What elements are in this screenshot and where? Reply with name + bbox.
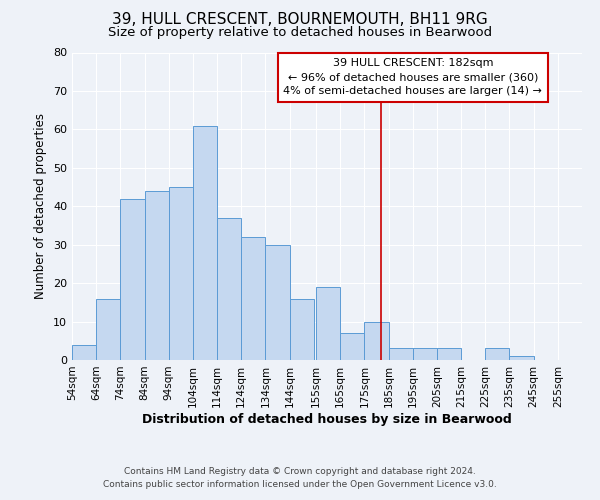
Y-axis label: Number of detached properties: Number of detached properties	[34, 114, 47, 299]
Bar	[389, 348, 413, 360]
Text: Contains HM Land Registry data © Crown copyright and database right 2024.
Contai: Contains HM Land Registry data © Crown c…	[103, 468, 497, 489]
Bar	[241, 237, 265, 360]
Text: 39 HULL CRESCENT: 182sqm
← 96% of detached houses are smaller (360)
4% of semi-d: 39 HULL CRESCENT: 182sqm ← 96% of detach…	[283, 58, 542, 96]
Bar	[316, 287, 340, 360]
Bar	[413, 348, 437, 360]
Bar	[364, 322, 389, 360]
Bar	[145, 191, 169, 360]
Bar	[121, 198, 145, 360]
Bar	[290, 298, 314, 360]
Bar	[169, 187, 193, 360]
X-axis label: Distribution of detached houses by size in Bearwood: Distribution of detached houses by size …	[142, 412, 512, 426]
Bar	[265, 244, 290, 360]
Bar	[437, 348, 461, 360]
Bar	[485, 348, 509, 360]
Bar	[217, 218, 241, 360]
Text: 39, HULL CRESCENT, BOURNEMOUTH, BH11 9RG: 39, HULL CRESCENT, BOURNEMOUTH, BH11 9RG	[112, 12, 488, 28]
Bar	[193, 126, 217, 360]
Bar	[340, 333, 364, 360]
Text: Size of property relative to detached houses in Bearwood: Size of property relative to detached ho…	[108, 26, 492, 39]
Bar	[509, 356, 533, 360]
Bar	[96, 298, 121, 360]
Bar	[72, 344, 96, 360]
